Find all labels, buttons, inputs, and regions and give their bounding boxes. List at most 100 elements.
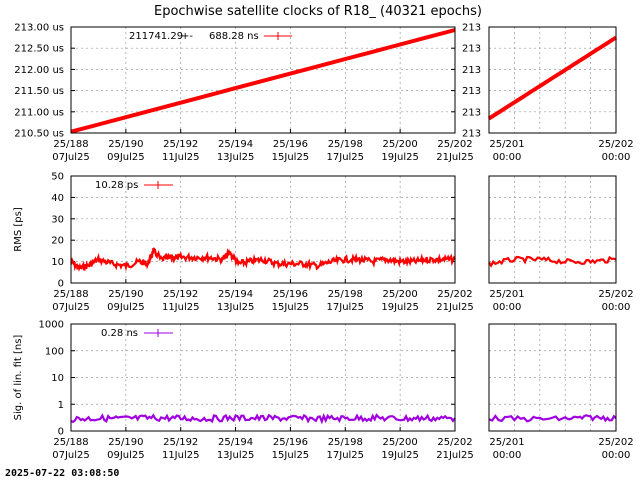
y-tick-label: 1 [58, 400, 64, 411]
x-tick-date: 00:00 [602, 152, 631, 163]
y-tick-label: 212.00 us [14, 65, 64, 76]
x-tick-date: 00:00 [493, 302, 522, 313]
chart-title: Epochwise satellite clocks of R18_ (4032… [154, 4, 482, 19]
x-tick-label: 25/188 [53, 139, 88, 150]
x-tick-date: 00:00 [602, 302, 631, 313]
legend-error: 688.28 ns [209, 31, 259, 42]
x-tick-label: 25/202 [598, 139, 633, 150]
y-tick-label: 30 [51, 214, 64, 225]
x-tick-date: 13Jul25 [217, 302, 255, 313]
x-tick-label: 25/202 [598, 437, 633, 448]
x-tick-label: 25/190 [108, 437, 143, 448]
x-tick-date: 17Jul25 [327, 450, 365, 461]
x-tick-label: 25/201 [489, 437, 524, 448]
x-tick-date: 13Jul25 [217, 152, 255, 163]
x-tick-label: 25/200 [383, 437, 418, 448]
y-tick-label: 0 [58, 427, 64, 438]
y-tick-label: 50 [51, 172, 64, 183]
x-tick-label: 25/202 [437, 289, 472, 300]
y-tick-label: 100 [45, 346, 64, 357]
x-tick-date: 19Jul25 [381, 450, 419, 461]
x-tick-date: 11Jul25 [162, 152, 200, 163]
x-tick-date: 09Jul25 [107, 302, 145, 313]
plot-frame-right [488, 26, 617, 134]
x-tick-label: 25/198 [328, 139, 363, 150]
x-tick-label: 25/200 [383, 139, 418, 150]
x-tick-date: 11Jul25 [162, 302, 200, 313]
y-tick-label: 212.50 us [14, 44, 64, 55]
legend-value: 211741.29 [129, 31, 183, 42]
y-tick-label: 10 [51, 373, 64, 384]
series-line-right [488, 255, 617, 268]
x-tick-label: 25/201 [489, 289, 524, 300]
x-tick-label: 25/196 [273, 139, 308, 150]
x-tick-label: 25/190 [108, 139, 143, 150]
series-line-right [488, 414, 617, 423]
y-tick-label: 20 [51, 236, 64, 247]
x-tick-date: 15Jul25 [272, 450, 310, 461]
series-line [70, 28, 456, 134]
x-tick-date: 19Jul25 [381, 302, 419, 313]
x-tick-date: 09Jul25 [107, 450, 145, 461]
x-tick-label: 25/200 [383, 289, 418, 300]
x-tick-date: 00:00 [493, 152, 522, 163]
x-tick-date: 21Jul25 [436, 450, 474, 461]
x-tick-date: 19Jul25 [381, 152, 419, 163]
legend-value: 0.28 ns [101, 328, 138, 339]
y-tick-label-right: 213 [462, 86, 481, 97]
y-axis-label: RMS [ps] [13, 207, 24, 252]
y-tick-label: 40 [51, 193, 64, 204]
x-tick-date: 00:00 [602, 450, 631, 461]
x-tick-label: 25/188 [53, 289, 88, 300]
x-tick-label: 25/198 [328, 289, 363, 300]
x-tick-label: 25/190 [108, 289, 143, 300]
x-tick-label: 25/194 [218, 139, 253, 150]
y-tick-label: 0 [58, 279, 64, 290]
x-tick-label: 25/202 [437, 437, 472, 448]
plot-frame [70, 26, 456, 134]
series-line-right [487, 35, 618, 121]
x-tick-label: 25/194 [218, 289, 253, 300]
plot-frame-right [488, 175, 617, 284]
x-tick-label: 25/192 [163, 289, 198, 300]
x-tick-date: 07Jul25 [52, 152, 90, 163]
x-tick-date: 11Jul25 [162, 450, 200, 461]
series-line [70, 413, 456, 425]
x-tick-date: 21Jul25 [436, 152, 474, 163]
y-tick-label: 213.00 us [14, 23, 64, 34]
x-tick-date: 13Jul25 [217, 450, 255, 461]
plot-frame [70, 323, 456, 432]
x-tick-label: 25/192 [163, 437, 198, 448]
x-tick-label: 25/194 [218, 437, 253, 448]
x-tick-date: 00:00 [493, 450, 522, 461]
x-tick-date: 21Jul25 [436, 302, 474, 313]
plot-frame-right [488, 323, 617, 432]
y-tick-label-right: 213 [462, 107, 481, 118]
x-tick-label: 25/202 [437, 139, 472, 150]
y-axis-label: Sig. of lin. fit [ns] [13, 335, 24, 421]
y-tick-label: 210.50 us [14, 129, 64, 140]
legend-value: 10.28 ps [95, 180, 138, 191]
y-tick-label: 211.50 us [14, 86, 64, 97]
y-tick-label-right: 213 [462, 129, 481, 140]
plot-frame [70, 175, 456, 284]
footer-timestamp: 2025-07-22 03:08:50 [5, 468, 119, 479]
y-tick-label: 1000 [39, 320, 64, 331]
y-tick-label-right: 213 [462, 65, 481, 76]
x-tick-date: 17Jul25 [327, 152, 365, 163]
legend-sep: +- [181, 31, 193, 42]
x-tick-date: 17Jul25 [327, 302, 365, 313]
x-tick-label: 25/192 [163, 139, 198, 150]
x-tick-label: 25/196 [273, 437, 308, 448]
y-tick-label: 211.00 us [14, 107, 64, 118]
x-tick-date: 07Jul25 [52, 450, 90, 461]
x-tick-label: 25/198 [328, 437, 363, 448]
x-tick-date: 07Jul25 [52, 302, 90, 313]
x-tick-date: 09Jul25 [107, 152, 145, 163]
x-tick-label: 25/201 [489, 139, 524, 150]
x-tick-date: 15Jul25 [272, 152, 310, 163]
x-tick-label: 25/188 [53, 437, 88, 448]
y-tick-label-right: 213 [462, 44, 481, 55]
y-tick-label-right: 213 [462, 23, 481, 34]
